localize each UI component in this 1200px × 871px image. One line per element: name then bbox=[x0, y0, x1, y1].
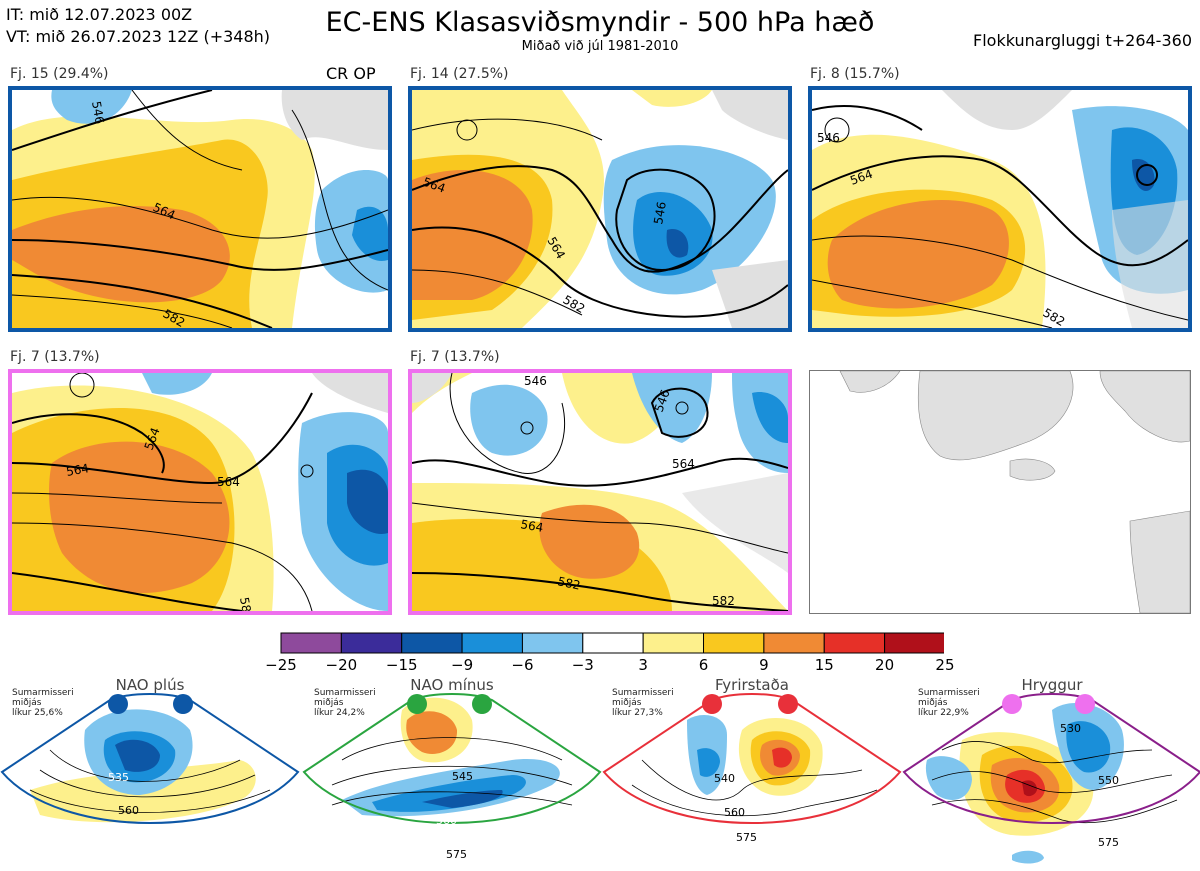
colorbar-swatch bbox=[823, 632, 886, 654]
cluster-label-3: Fj. 8 (15.7%) bbox=[810, 66, 900, 82]
regime-title-ridge: Hryggur bbox=[1021, 676, 1083, 694]
cluster-map-5[interactable]: 546 564 564 582 582 546 bbox=[408, 369, 792, 615]
contour-label: 582 bbox=[556, 574, 581, 592]
cluster-tag: CR OP bbox=[326, 64, 376, 83]
colorbar-swatch bbox=[642, 632, 705, 654]
contour-label: 546 bbox=[524, 374, 547, 388]
page-title: EC-ENS Klasasviðsmyndir - 500 hPa hæð bbox=[325, 7, 875, 38]
cluster-label-1: Fj. 15 (29.4%) bbox=[10, 66, 109, 82]
init-time: IT: mið 12.07.2023 00Z bbox=[6, 5, 193, 24]
colorbar-tick-label: −6 bbox=[511, 656, 534, 674]
cluster-map-4[interactable]: 564 564 564 582 bbox=[8, 369, 392, 615]
svg-text:535: 535 bbox=[108, 771, 129, 784]
svg-text:575: 575 bbox=[1098, 836, 1119, 849]
header-times: IT: mið 12.07.2023 00Z VT: mið 26.07.202… bbox=[6, 4, 270, 48]
regime-nao-minus: 545 560 575 bbox=[302, 693, 602, 861]
cluster-map-1[interactable]: 564 582 546 bbox=[8, 86, 392, 332]
svg-text:560: 560 bbox=[118, 804, 139, 817]
colorbar-swatch bbox=[582, 632, 644, 654]
cluster-label-5: Fj. 7 (13.7%) bbox=[410, 349, 500, 365]
colorbar-tick-label: −15 bbox=[385, 656, 418, 674]
svg-text:550: 550 bbox=[1098, 774, 1119, 787]
regime-title-blocking: Fyrirstaða bbox=[715, 676, 789, 694]
valid-time: VT: mið 26.07.2023 12Z (+348h) bbox=[6, 27, 271, 46]
colorbar-tick-label: 20 bbox=[875, 656, 895, 674]
contour-label: 546 bbox=[817, 131, 840, 145]
page-subtitle: Miðað við júl 1981-2010 bbox=[521, 39, 679, 54]
colorbar-tick-label: −25 bbox=[265, 656, 297, 674]
cluster-label-2: Fj. 14 (27.5%) bbox=[410, 66, 509, 82]
regime-nao-plus: 535 560 bbox=[0, 693, 300, 824]
regime-info-blocking: Sumarmisseri miðjás líkur 27,3% bbox=[612, 688, 674, 718]
regime-blocking: 540 560 575 bbox=[602, 693, 902, 844]
cluster-map-2[interactable]: 564 546 582 564 bbox=[408, 86, 792, 332]
svg-text:560: 560 bbox=[724, 806, 745, 819]
empty-map-panel bbox=[809, 370, 1191, 614]
svg-text:575: 575 bbox=[736, 831, 757, 844]
regime-fans: 535 560 545 560 575 540 560 575 bbox=[0, 693, 1200, 864]
cluster-map-3[interactable]: 564 582 546 bbox=[808, 86, 1192, 332]
regime-info-nao-minus: Sumarmisseri miðjás líkur 24,2% bbox=[314, 688, 376, 718]
regime-title-nao-plus: NAO plús bbox=[115, 676, 185, 694]
regime-info-nao-plus: Sumarmisseri miðjás líkur 25,6% bbox=[12, 688, 74, 718]
colorbar-swatch bbox=[340, 632, 403, 654]
colorbar-tick-label: 6 bbox=[698, 656, 709, 674]
colorbar-tick-label: −9 bbox=[451, 656, 474, 674]
colorbar-swatch bbox=[763, 632, 825, 654]
colorbar bbox=[280, 632, 944, 654]
colorbar-swatch bbox=[461, 632, 523, 654]
colorbar-tick-label: 9 bbox=[759, 656, 769, 674]
colorbar-swatch bbox=[521, 632, 584, 654]
colorbar-swatch bbox=[884, 632, 944, 654]
colorbar-tick-label: −3 bbox=[571, 656, 594, 674]
regime-info-ridge: Sumarmisseri miðjás líkur 22,9% bbox=[918, 688, 980, 718]
colorbar-swatch bbox=[703, 632, 765, 654]
contour-label: 546 bbox=[89, 100, 107, 125]
colorbar-swatch bbox=[401, 632, 463, 654]
svg-text:560: 560 bbox=[436, 814, 457, 827]
contour-label: 564 bbox=[217, 475, 240, 489]
classification-window: Flokkunargluggi t+264-360 bbox=[973, 31, 1192, 50]
colorbar-swatch bbox=[280, 632, 342, 654]
colorbar-tick-label: 3 bbox=[638, 656, 648, 674]
colorbar-tick-label: 15 bbox=[814, 656, 834, 674]
contour-label: 564 bbox=[65, 461, 90, 479]
colorbar-tick-label: −20 bbox=[325, 656, 358, 674]
contour-label: 564 bbox=[672, 457, 695, 471]
contour-label: 564 bbox=[519, 517, 544, 535]
cluster-label-4: Fj. 7 (13.7%) bbox=[10, 349, 100, 365]
svg-text:540: 540 bbox=[714, 772, 735, 785]
contour-label: 582 bbox=[712, 594, 735, 608]
regime-title-nao-minus: NAO mínus bbox=[410, 676, 494, 694]
contour-label: 582 bbox=[237, 596, 255, 611]
svg-text:530: 530 bbox=[1060, 722, 1081, 735]
svg-text:545: 545 bbox=[452, 770, 473, 783]
contour-label: 546 bbox=[651, 201, 669, 226]
svg-text:575: 575 bbox=[446, 848, 467, 861]
regime-ridge: 530 550 575 bbox=[902, 693, 1200, 864]
colorbar-tick-label: 25 bbox=[935, 656, 955, 674]
